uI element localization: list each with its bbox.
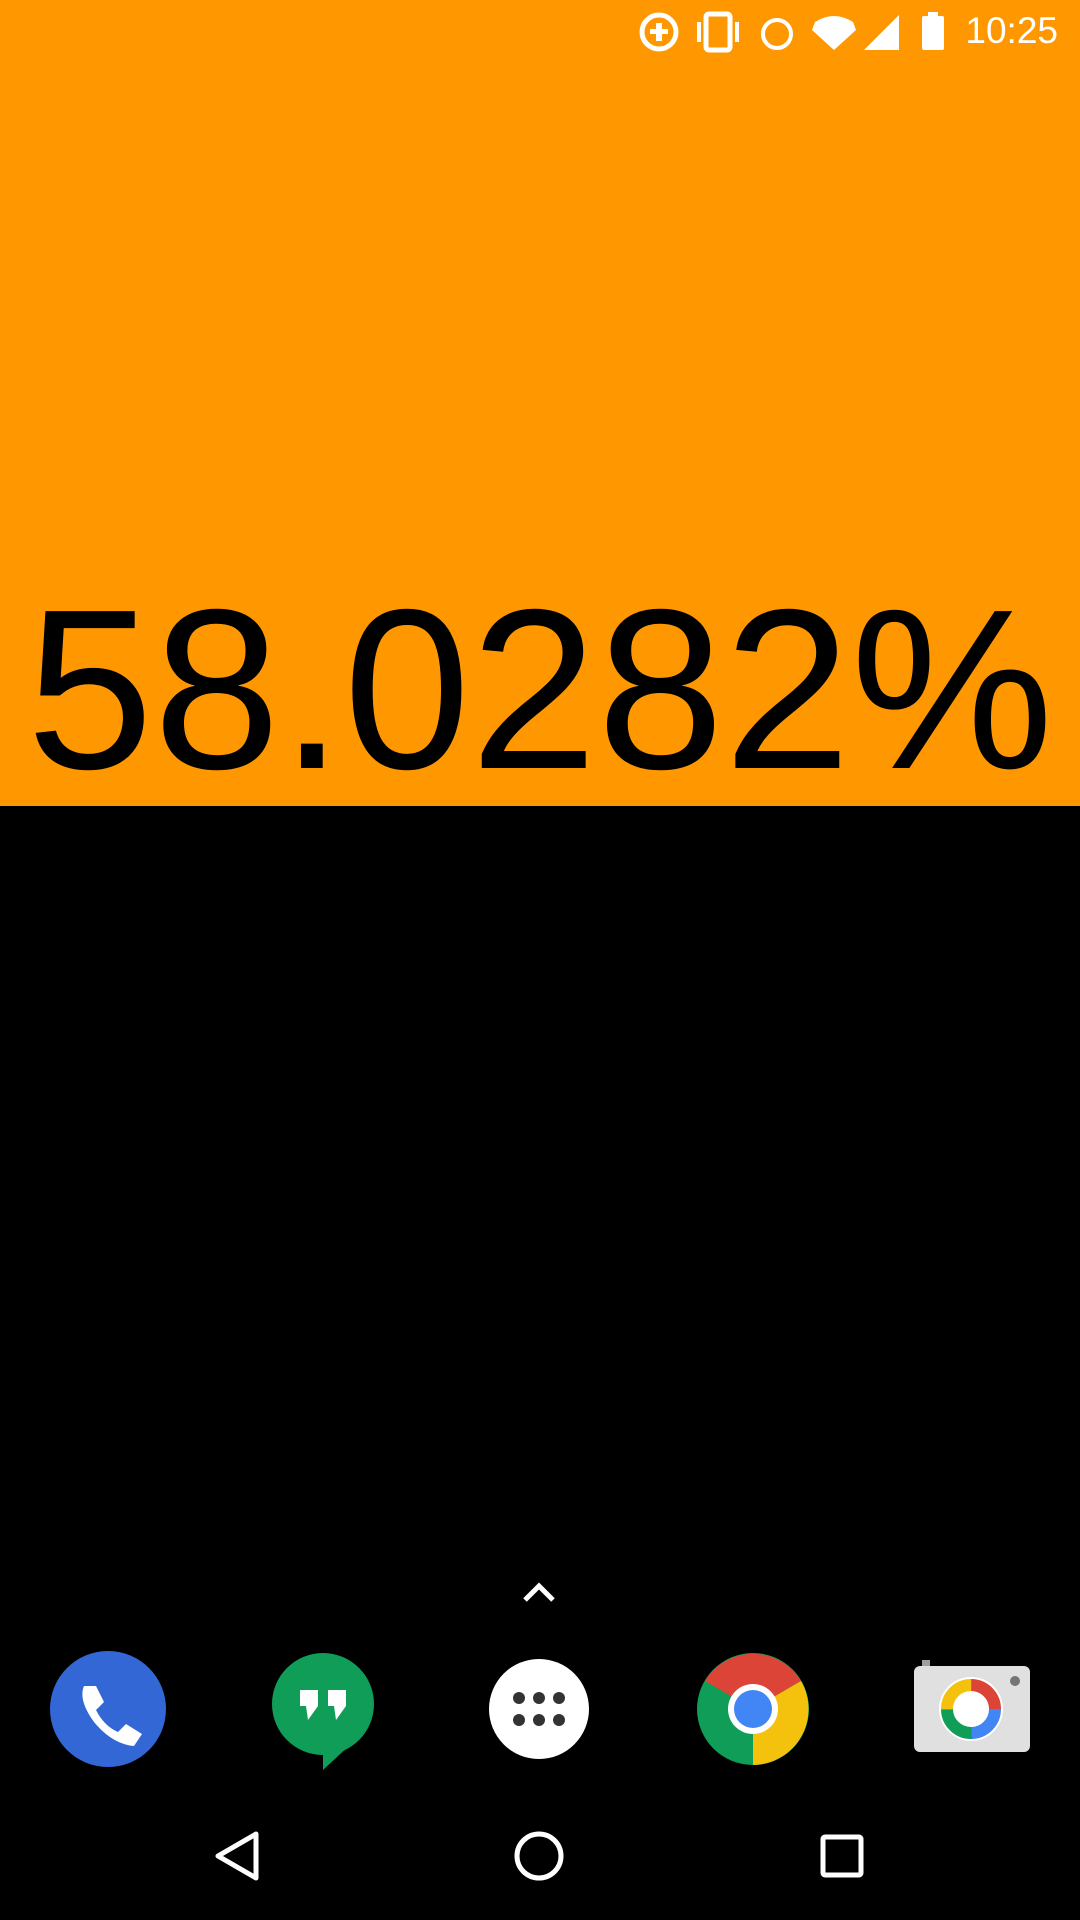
home-button[interactable] (514, 1831, 564, 1881)
hangouts-app[interactable] (272, 1653, 374, 1770)
back-button[interactable] (215, 1831, 259, 1881)
vibrate-icon (703, 11, 733, 53)
alarm-icon (761, 18, 793, 50)
status-icons (639, 11, 944, 53)
clock: 10:25 (965, 10, 1058, 51)
app-drawer[interactable] (489, 1659, 589, 1759)
plus-v (656, 23, 662, 41)
camera-app[interactable] (914, 1660, 1030, 1752)
percent-text: 58.0282% (26, 563, 1054, 817)
data-saver-icon (639, 12, 679, 52)
vibrate-left (697, 22, 701, 42)
recents-button[interactable] (820, 1834, 864, 1878)
drawer-chevron (523, 1582, 555, 1602)
vibrate-right (735, 22, 739, 42)
phone-app[interactable] (50, 1651, 166, 1767)
progress-area: 10:25 58.0282% (0, 0, 1080, 817)
wifi-icon (812, 30, 856, 50)
wifi-top (812, 16, 856, 30)
chrome-app[interactable] (697, 1653, 809, 1765)
battery-tip (928, 12, 938, 17)
battery-icon (922, 16, 944, 50)
signal-icon (864, 15, 899, 50)
